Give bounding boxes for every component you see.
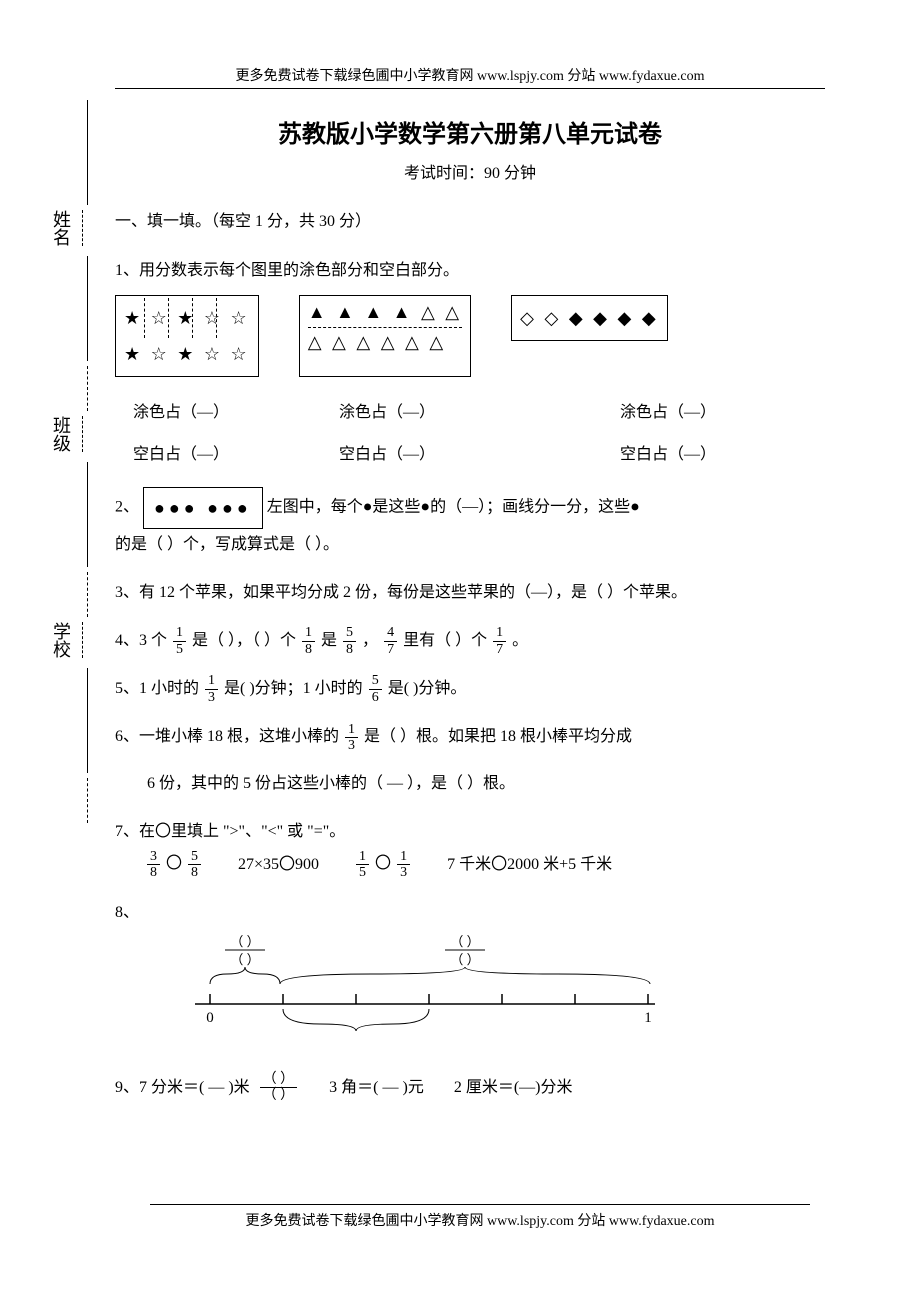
q8-text: 8、	[115, 904, 139, 921]
q4-suffix: 。	[512, 632, 528, 649]
q1-box-triangles: ▲ ▲ ▲ ▲ △ △ △ △ △ △ △ △	[299, 295, 471, 377]
blank-label: 空白占（—）	[339, 439, 435, 471]
fraction: 58	[188, 849, 201, 881]
q5-prefix: 5、1 小时的	[115, 680, 199, 697]
q8-number-line: （ ） （ ） （ ） （ ）	[175, 934, 825, 1056]
q6-line1b: 是（ ）根。如果把 18 根小棒平均分成	[364, 728, 632, 745]
q7-text: 7、在〇里填上 ">"、"<" 或 "="。	[115, 816, 825, 848]
exam-title: 苏教版小学数学第六册第八单元试卷	[115, 114, 825, 149]
dash-divider	[168, 298, 169, 338]
dash-divider	[144, 298, 145, 338]
q7-item4: 7 千米〇2000 米+5 千米	[447, 849, 612, 881]
dash-divider	[216, 298, 217, 338]
question-3: 3、有 12 个苹果，如果平均分成 2 份，每份是这些苹果的（—），是（ ）个苹…	[115, 577, 825, 609]
question-1: 1、用分数表示每个图里的涂色部分和空白部分。 ★ ☆ ★ ☆ ☆ ★ ☆ ★ ☆…	[115, 255, 825, 471]
svg-text:1: 1	[644, 1010, 652, 1026]
blank-label: 空白占（—）	[133, 439, 229, 471]
header-link: 更多免费试卷下载绿色圃中小学教育网 www.lspjy.com 分站 www.f…	[115, 65, 825, 89]
q4-mid3: ，	[362, 632, 378, 649]
colored-label: 涂色占（—）	[339, 397, 435, 429]
question-8: 8、 （ ） （ ） （ ） （ ）	[115, 897, 825, 1056]
q6-line1a: 6、一堆小棒 18 根，这堆小棒的	[115, 728, 339, 745]
stars-row1: ★ ☆ ★ ☆ ☆	[124, 308, 250, 328]
fraction: 17	[493, 625, 506, 657]
triangles-row1: ▲ ▲ ▲ ▲ △ △	[308, 300, 462, 325]
fraction-blank: （ ）（ ）	[260, 1072, 298, 1104]
q1-shapes: ★ ☆ ★ ☆ ☆ ★ ☆ ★ ☆ ☆ ▲ ▲ ▲ ▲ △ △ △ △ △ △ …	[115, 295, 825, 377]
q4-prefix: 4、3 个	[115, 632, 167, 649]
q9-item2: 3 角＝( — )元	[329, 1072, 424, 1104]
q9-item3: 2 厘米＝(—)分米	[454, 1072, 573, 1104]
footer-link: 更多免费试卷下载绿色圃中小学教育网 www.lspjy.com 分站 www.f…	[150, 1204, 810, 1233]
blank-label: 空白占（—）	[620, 439, 716, 471]
colored-label: 涂色占（—）	[620, 397, 716, 429]
dash-divider	[192, 298, 193, 338]
colored-label: 涂色占（—）	[133, 397, 229, 429]
q9-items: 9、7 分米＝( — )米 （ ）（ ） 3 角＝( — )元 2 厘米＝(—)…	[115, 1072, 825, 1104]
q1-text: 1、用分数表示每个图里的涂色部分和空白部分。	[115, 255, 825, 287]
fraction: 18	[302, 625, 315, 657]
fraction: 15	[356, 849, 369, 881]
q5-mid1: 是( )分钟；1 小时的	[224, 680, 363, 697]
dash-divider	[308, 327, 462, 328]
triangles-row2: △ △ △ △ △ △	[308, 330, 462, 355]
svg-text:（ ）: （ ）	[450, 934, 479, 949]
q4-mid4: 里有（ ）个	[403, 632, 487, 649]
fraction: 13	[205, 673, 218, 705]
q4-mid1: 是（ ），（ ）个	[192, 632, 296, 649]
q9-item1: 9、7 分米＝( — )米	[115, 1072, 250, 1104]
q7-item2: 27×35〇900	[238, 849, 319, 881]
q1-colored-labels: 涂色占（—） 涂色占（—） 涂色占（—）	[133, 397, 825, 429]
fraction: 58	[343, 625, 356, 657]
q4-mid2: 是	[321, 632, 337, 649]
q1-blank-labels: 空白占（—） 空白占（—） 空白占（—）	[133, 439, 825, 471]
svg-text:（ ）: （ ）	[230, 934, 259, 949]
q7-item3: 15 〇 13	[354, 848, 412, 880]
question-6: 6、一堆小棒 18 根，这堆小棒的 13 是（ ）根。如果把 18 根小棒平均分…	[115, 721, 825, 800]
q7-item1: 38 〇 58	[145, 848, 203, 880]
fraction: 13	[397, 849, 410, 881]
q1-box-stars: ★ ☆ ★ ☆ ☆ ★ ☆ ★ ☆ ☆	[115, 295, 259, 377]
fraction: 47	[384, 625, 397, 657]
page-content: 更多免费试卷下载绿色圃中小学教育网 www.lspjy.com 分站 www.f…	[0, 0, 920, 1165]
fraction: 15	[173, 625, 186, 657]
q1-box-diamonds: ◇ ◇ ◆ ◆ ◆ ◆	[511, 295, 668, 341]
q2-prefix: 2、	[115, 498, 139, 515]
svg-text:（ ）: （ ）	[230, 952, 259, 967]
question-2: 2、 ●●● ●●● 左图中，每个●是这些●的（—）；画线分一分，这些● 的是（…	[115, 487, 825, 561]
stars-row2: ★ ☆ ★ ☆ ☆	[124, 336, 250, 372]
question-4: 4、3 个 15 是（ ），（ ）个 18 是 58 ， 47 里有（ ）个 1…	[115, 625, 825, 657]
question-5: 5、1 小时的 13 是( )分钟；1 小时的 56 是( )分钟。	[115, 673, 825, 705]
q6-line2: 6 份，其中的 5 份占这些小棒的（ — ），是（ ）根。	[147, 768, 825, 800]
q2-text2: 的是（ ）个，写成算式是（ ）。	[115, 529, 825, 561]
question-7: 7、在〇里填上 ">"、"<" 或 "="。 38 〇 58 27×35〇900…	[115, 816, 825, 880]
exam-subtitle: 考试时间：90 分钟	[115, 159, 825, 183]
svg-text:（ ）: （ ）	[450, 952, 479, 967]
q2-circles-box: ●●● ●●●	[143, 487, 263, 529]
fraction: 13	[345, 722, 358, 754]
fraction: 38	[147, 849, 160, 881]
q5-mid2: 是( )分钟。	[388, 680, 467, 697]
number-line-svg: （ ） （ ） （ ） （ ）	[175, 934, 655, 1044]
fraction: 56	[369, 673, 382, 705]
svg-text:0: 0	[206, 1010, 214, 1026]
diamonds-row: ◇ ◇ ◆ ◆ ◆ ◆	[520, 308, 659, 328]
q7-items: 38 〇 58 27×35〇900 15 〇 13 7 千米〇2000 米+5 …	[145, 848, 825, 880]
q2-text1: 左图中，每个●是这些●的（—）；画线分一分，这些●	[267, 498, 640, 515]
question-9: 9、7 分米＝( — )米 （ ）（ ） 3 角＝( — )元 2 厘米＝(—)…	[115, 1072, 825, 1104]
section-1-heading: 一、填一填。（每空 1 分，共 30 分）	[115, 208, 825, 237]
